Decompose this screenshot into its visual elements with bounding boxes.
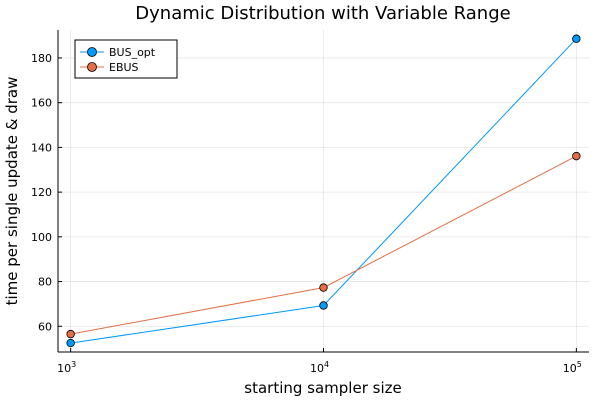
data-point — [572, 151, 581, 161]
x-tick-label: 103 — [57, 360, 76, 375]
data-point — [572, 34, 581, 43]
x-tick-label: 105 — [563, 360, 582, 375]
legend-label: EBUS — [109, 61, 139, 74]
legend-box — [74, 39, 178, 79]
data-point — [319, 283, 328, 292]
series-ebus — [66, 151, 581, 339]
data-series — [66, 34, 581, 348]
y-tick-label: 140 — [31, 141, 52, 154]
y-axis-ticks: 60 80 100 120 140 160 180 — [31, 52, 62, 333]
y-tick-label: 60 — [38, 320, 52, 333]
data-point — [66, 338, 75, 348]
y-tick-label: 120 — [31, 186, 52, 199]
y-axis-label: time per single update & draw — [3, 77, 21, 306]
data-point — [66, 329, 75, 339]
y-tick-label: 160 — [31, 97, 52, 110]
y-tick-label: 80 — [38, 276, 52, 289]
x-tick-label: 104 — [310, 360, 329, 375]
x-axis-ticks: 103 104 105 — [57, 348, 582, 375]
legend-label: BUS_opt — [109, 46, 156, 59]
legend-marker — [87, 47, 97, 57]
legend: BUS_opt EBUS — [74, 39, 178, 79]
data-point — [319, 301, 328, 310]
y-tick-label: 180 — [31, 52, 52, 65]
legend-marker — [87, 62, 97, 72]
y-tick-label: 100 — [31, 231, 52, 244]
x-axis-label: starting sampler size — [244, 379, 401, 397]
series-bus-opt — [66, 34, 581, 348]
chart-title: Dynamic Distribution with Variable Range — [135, 3, 510, 24]
legend-item: BUS_opt — [80, 46, 156, 59]
legend-item: EBUS — [80, 61, 139, 74]
